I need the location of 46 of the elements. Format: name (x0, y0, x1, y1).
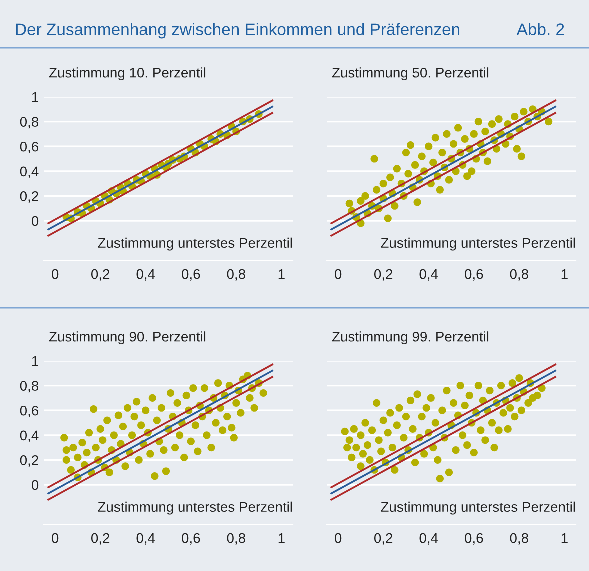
x-tick-label: 0,2 (374, 533, 393, 545)
y-tick-label: 0 (32, 480, 39, 490)
x-tick-label: 0,2 (374, 269, 393, 281)
x-tick-label: 0 (335, 533, 342, 544)
x-tick-label: 0 (52, 269, 59, 280)
x-tick-label: 0 (52, 533, 59, 544)
y-tick-label: 1 (32, 92, 38, 102)
x-tick-label: 0,2 (91, 269, 110, 281)
y-tick-label: 0,8 (20, 381, 39, 393)
y-tick-label: 0,6 (20, 406, 39, 418)
y-axis-title: Zustimmung 99. Perzentil (332, 332, 489, 345)
y-tick-label: 0,8 (20, 117, 39, 129)
y-tick-label: 0,4 (20, 430, 39, 442)
x-tick-label: 1 (562, 534, 568, 544)
x-tick-label: 0,2 (91, 533, 110, 545)
x-tick-label: 1 (278, 270, 285, 280)
x-tick-label: 1 (278, 534, 285, 544)
x-tick-label: 0,6 (465, 269, 484, 281)
x-tick-label: 0,6 (465, 533, 484, 545)
x-tick-label: 0 (335, 269, 342, 280)
x-tick-label: 0,4 (420, 533, 438, 545)
y-axis-title: Zustimmung 90. Perzentil (49, 332, 206, 345)
x-axis-title: Zustimmung unterstes Perzentil (381, 238, 576, 251)
y-tick-label: 0 (32, 216, 39, 226)
x-tick-label: 1 (562, 270, 568, 280)
x-tick-label: 0,6 (182, 269, 200, 281)
y-tick-label: 0,2 (20, 192, 38, 204)
x-axis-title: Zustimmung unterstes Perzentil (381, 502, 576, 515)
x-axis-title: Zustimmung unterstes Perzentil (98, 502, 292, 515)
x-tick-label: 0,6 (182, 533, 200, 545)
caption: Abb. 2 (516, 23, 564, 36)
x-tick-label: 0,8 (510, 269, 528, 281)
x-tick-label: 0,8 (510, 533, 528, 545)
y-tick-label: 0,2 (20, 456, 38, 468)
y-tick-label: 1 (32, 356, 38, 366)
chart-title: Der Zusammenhang zwischen Einkommen und Präferenzen (16, 23, 460, 39)
y-tick-label: 0,4 (20, 166, 39, 178)
x-tick-label: 0,4 (136, 533, 156, 545)
x-tick-label: 0,4 (420, 269, 438, 281)
y-axis-title: Zustimmung 10. Perzentil (49, 68, 206, 81)
y-axis-title: Zustimmung 50. Perzentil (332, 68, 489, 81)
x-tick-label: 0,8 (227, 269, 246, 281)
x-tick-label: 0,4 (136, 269, 156, 281)
x-tick-label: 0,8 (227, 533, 246, 545)
x-axis-title: Zustimmung unterstes Perzentil (98, 238, 292, 251)
y-tick-label: 0,6 (20, 142, 39, 154)
